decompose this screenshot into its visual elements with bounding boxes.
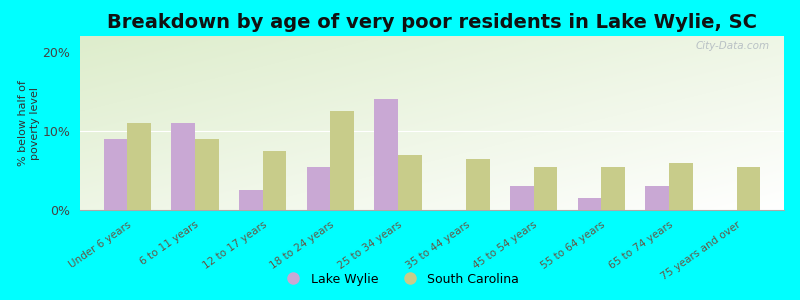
Bar	[239, 190, 262, 210]
Bar	[374, 99, 398, 210]
Bar	[578, 198, 602, 210]
Bar	[330, 111, 354, 210]
Bar	[510, 186, 534, 210]
Bar	[466, 159, 490, 210]
Bar	[104, 139, 127, 210]
Bar	[669, 163, 693, 210]
Bar	[306, 167, 330, 210]
Text: City-Data.com: City-Data.com	[696, 41, 770, 51]
Bar	[534, 167, 558, 210]
Legend: Lake Wylie, South Carolina: Lake Wylie, South Carolina	[276, 268, 524, 291]
Title: Breakdown by age of very poor residents in Lake Wylie, SC: Breakdown by age of very poor residents …	[107, 13, 757, 32]
Bar	[737, 167, 760, 210]
Bar	[195, 139, 218, 210]
Bar	[602, 167, 625, 210]
Bar	[646, 186, 669, 210]
Bar	[171, 123, 195, 210]
Bar	[262, 151, 286, 210]
Bar	[398, 154, 422, 210]
Bar	[127, 123, 151, 210]
Y-axis label: % below half of
poverty level: % below half of poverty level	[18, 80, 40, 166]
